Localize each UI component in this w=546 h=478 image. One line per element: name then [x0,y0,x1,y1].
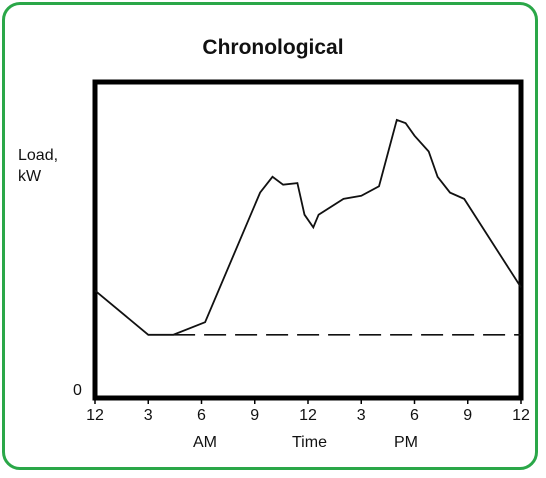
x-tick-label-4: 12 [299,407,317,424]
x-tick-label-5: 3 [357,407,366,424]
load-curve-line [94,118,522,336]
am-label: AM [193,434,217,451]
x-tick-label-3: 9 [250,407,259,424]
x-tick-label-0: 12 [86,407,104,424]
plot-frame [92,79,524,401]
y-axis-label: Load, kW [18,145,70,187]
x-axis-label: Time [292,434,327,451]
x-tick-label-2: 6 [197,407,206,424]
x-tick-label-8: 12 [512,407,530,424]
pm-label: PM [394,434,418,451]
y-axis-label-text: Load, kW [18,147,59,185]
x-tick-label-1: 3 [144,407,153,424]
chart-title: Chronological [202,36,344,59]
x-tick-label-7: 9 [463,407,472,424]
x-tick-label-6: 6 [410,407,419,424]
y-axis-zero-label: 0 [73,382,82,399]
